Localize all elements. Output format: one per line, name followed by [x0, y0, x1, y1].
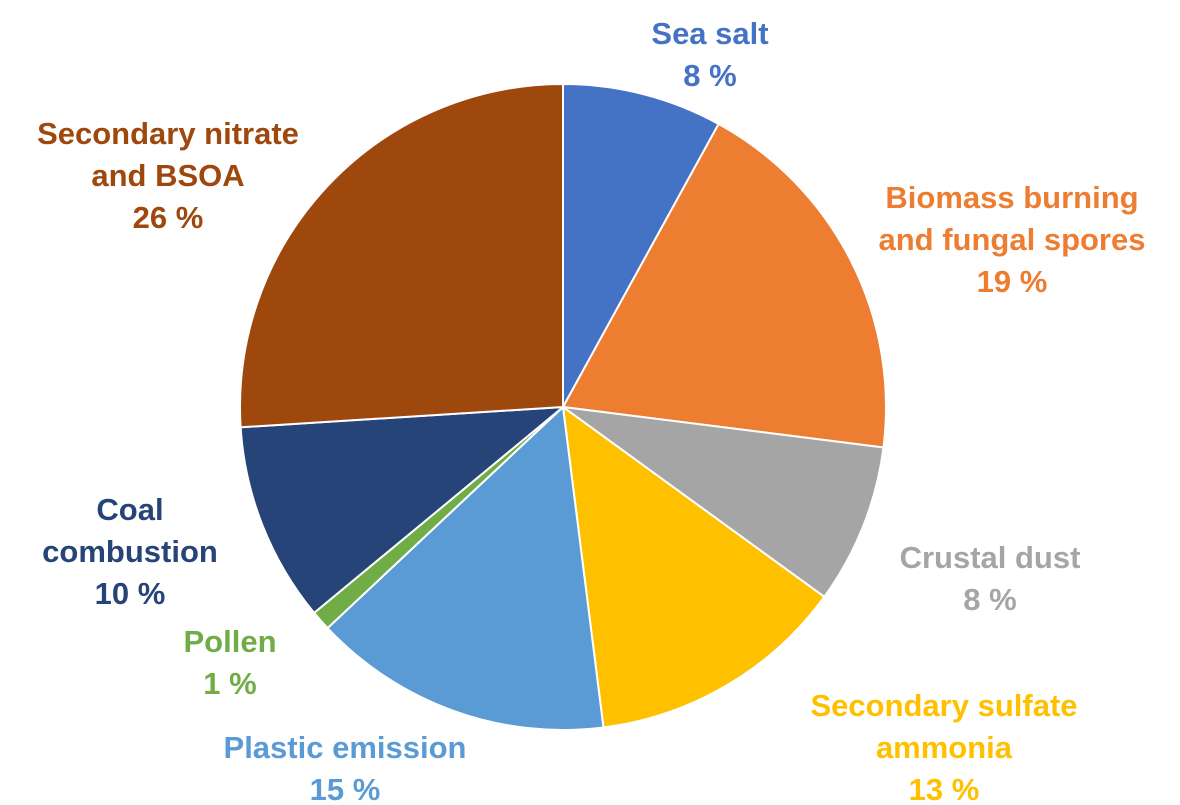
pie-slice-6	[239, 405, 567, 615]
slice-name-label: Plastic emission	[224, 730, 467, 765]
slice-name-label: ammonia	[876, 730, 1013, 765]
slice-name-label: Coal	[96, 492, 163, 527]
slice-label-6: Coal combustion 10 %	[42, 492, 218, 611]
slice-label-5: Pollen 1 %	[183, 624, 276, 701]
slice-value-label: 1 %	[203, 666, 256, 701]
slice-value-label: 26 %	[133, 200, 204, 235]
pie-slices	[239, 82, 887, 731]
slice-name-label: Secondary sulfate	[810, 688, 1077, 723]
pie-slice-1	[561, 122, 887, 449]
slice-value-label: 10 %	[95, 576, 166, 611]
slice-label-3: Secondary sulfate ammonia 13 %	[810, 688, 1077, 805]
pie-slice-7	[239, 82, 564, 429]
slice-label-1: Biomass burning and fungal spores 19 %	[879, 180, 1146, 299]
slice-label-0: Sea salt 8 %	[651, 16, 768, 93]
slice-label-2: Crustal dust 8 %	[900, 540, 1081, 617]
slice-value-label: 13 %	[909, 772, 980, 805]
slice-name-label: and BSOA	[91, 158, 244, 193]
slice-name-label: and fungal spores	[879, 222, 1146, 257]
slice-name-label: Biomass burning	[885, 180, 1138, 215]
slice-value-label: 15 %	[310, 772, 381, 805]
pie-slice-4	[326, 404, 605, 731]
slice-name-label: Crustal dust	[900, 540, 1081, 575]
slice-name-label: Sea salt	[651, 16, 768, 51]
slice-value-label: 19 %	[977, 264, 1048, 299]
pie-labels: Sea salt 8 % Biomass burning and fungal spo…	[37, 16, 1145, 805]
slice-value-label: 8 %	[683, 58, 736, 93]
pie-slice-0	[562, 82, 720, 408]
slice-name-label: combustion	[42, 534, 218, 569]
slice-name-label: Secondary nitrate	[37, 116, 299, 151]
slice-label-7: Secondary nitrate and BSOA 26 %	[37, 116, 299, 235]
pie-slice-2	[562, 406, 885, 599]
slice-value-label: 8 %	[963, 582, 1016, 617]
pie-slice-3	[561, 404, 826, 729]
slice-name-label: Pollen	[183, 624, 276, 659]
slice-label-4: Plastic emission 15 %	[224, 730, 467, 805]
